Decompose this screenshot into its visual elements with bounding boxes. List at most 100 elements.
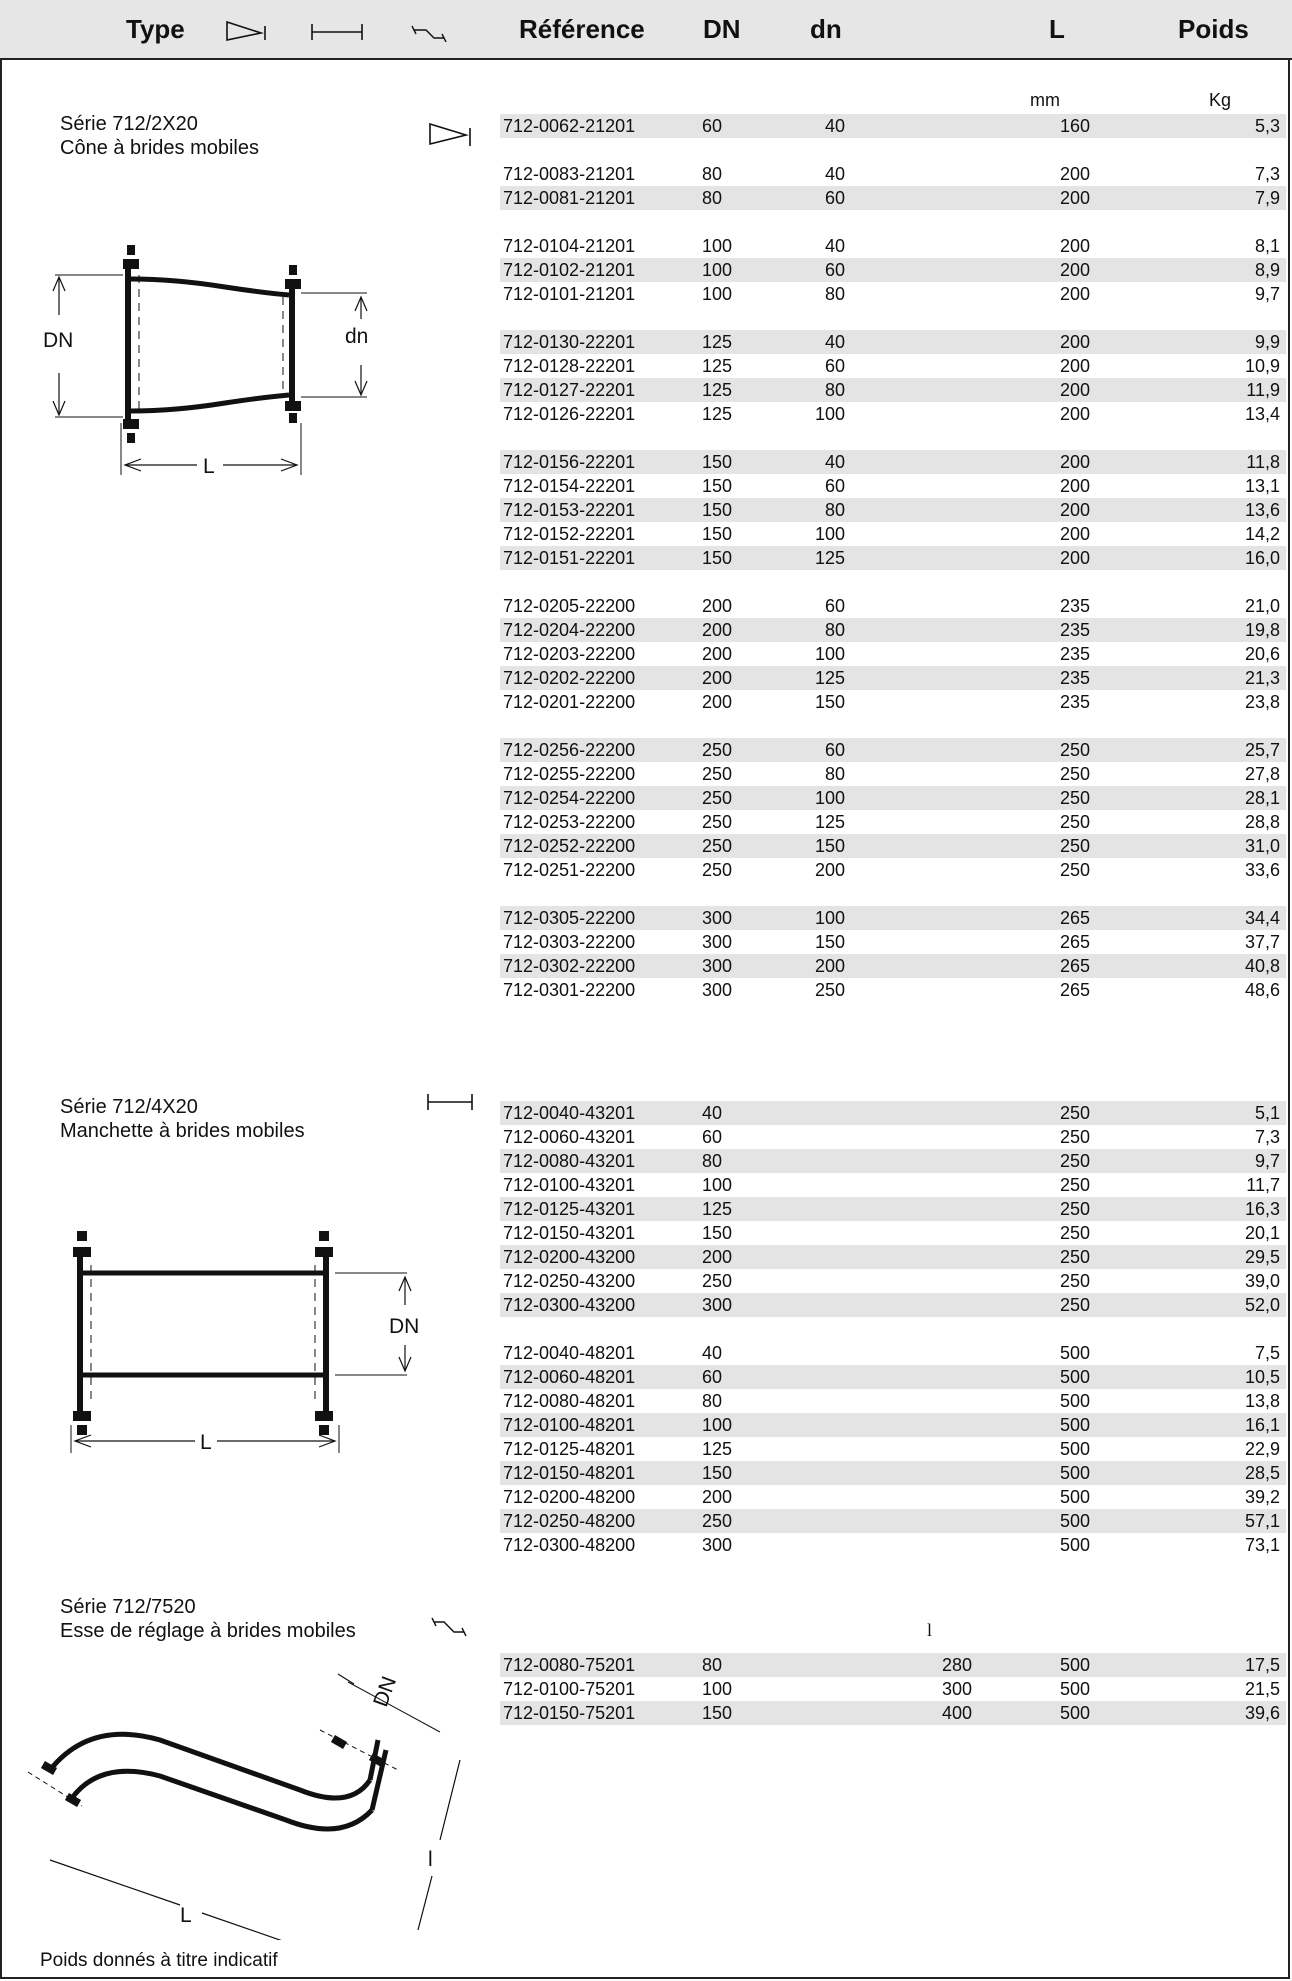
cell-dn2: 40 [805,234,845,258]
cell-ref: 712-0125-43201 [503,1197,635,1221]
cell-L: 200 [1036,498,1090,522]
cell-L: 250 [1036,762,1090,786]
cell-w: 11,7 [1246,1173,1280,1197]
cell-L: 200 [1036,474,1090,498]
cell-L: 250 [1036,1221,1090,1245]
table-row: 712-0203-22200 200 100 235 20,6 [500,642,1286,666]
cell-dn2: 100 [805,402,845,426]
series-2-description: Manchette à brides mobiles [60,1119,305,1143]
table-row: 712-0256-22200 250 60 250 25,7 [500,738,1286,762]
cell-dn2: 40 [805,114,845,138]
cell-w: 20,6 [1245,642,1280,666]
cell-w: 22,9 [1245,1437,1280,1461]
series-3-title: Série 712/7520 Esse de réglage à brides … [60,1595,356,1643]
table-row: 712-0125-48201 125 500 22,9 [500,1437,1286,1461]
table-row: 712-0130-22201 125 40 200 9,9 [500,330,1286,354]
cell-dn2: 250 [805,978,845,1002]
cell-ref: 712-0083-21201 [503,162,635,186]
cell-dn: 100 [702,1173,732,1197]
table-row: 712-0156-22201 150 40 200 11,8 [500,450,1286,474]
cell-dn: 125 [702,354,732,378]
cone-icon [225,18,267,42]
cell-dn: 60 [702,114,722,138]
series-2-name: Série 712/4X20 [60,1095,305,1119]
cell-dn2: 80 [805,282,845,306]
table-row: 712-0253-22200 250 125 250 28,8 [500,810,1286,834]
cell-ref: 712-0126-22201 [503,402,635,426]
cell-w: 27,8 [1245,762,1280,786]
cell-ref: 712-0127-22201 [503,378,635,402]
cell-ref: 712-0302-22200 [503,954,635,978]
cell-ref: 712-0062-21201 [503,114,635,138]
cell-dn2: 125 [805,666,845,690]
cell-dn: 200 [702,1245,732,1269]
table-row: 712-0104-21201 100 40 200 8,1 [500,234,1286,258]
cell-w: 16,0 [1245,546,1280,570]
cell-ref: 712-0152-22201 [503,522,635,546]
cell-w: 52,0 [1245,1293,1280,1317]
cell-ref: 712-0101-21201 [503,282,635,306]
cell-ref: 712-0080-43201 [503,1149,635,1173]
cell-dn: 150 [702,546,732,570]
cell-dn: 150 [702,1701,732,1725]
cell-w: 9,7 [1255,282,1280,306]
table-row: 712-0154-22201 150 60 200 13,1 [500,474,1286,498]
cell-dn: 250 [702,738,732,762]
cell-dn2: 200 [805,858,845,882]
cell-dn: 100 [702,1413,732,1437]
cell-w: 13,4 [1245,402,1280,426]
cell-w: 7,3 [1255,1125,1280,1149]
cell-L: 500 [1036,1653,1090,1677]
table-row: 712-0151-22201 150 125 200 16,0 [500,546,1286,570]
cell-w: 73,1 [1245,1533,1280,1557]
cell-w: 57,1 [1245,1509,1280,1533]
table-row: 712-0205-22200 200 60 235 21,0 [500,594,1286,618]
table-row: 712-0150-43201 150 250 20,1 [500,1221,1286,1245]
cell-w: 23,8 [1245,690,1280,714]
table-row: 712-0127-22201 125 80 200 11,9 [500,378,1286,402]
cell-L: 250 [1036,1293,1090,1317]
cell-ref: 712-0150-75201 [503,1701,635,1725]
cell-L: 500 [1036,1389,1090,1413]
cell-L: 200 [1036,234,1090,258]
cell-dn: 150 [702,450,732,474]
cell-dn: 250 [702,858,732,882]
cell-ref: 712-0081-21201 [503,186,635,210]
sleeve-icon [426,1090,476,1114]
cell-L: 500 [1036,1701,1090,1725]
cell-dn2: 60 [805,738,845,762]
cell-dn: 150 [702,1221,732,1245]
type-column-header: Type [126,14,185,45]
cell-dn2: 100 [805,906,845,930]
cell-w: 9,7 [1255,1149,1280,1173]
cell-dn: 300 [702,930,732,954]
cell-L: 235 [1036,594,1090,618]
cell-L: 250 [1036,786,1090,810]
cell-dn2: 150 [805,930,845,954]
table-row: 712-0100-43201 100 250 11,7 [500,1173,1286,1197]
table-row: 712-0101-21201 100 80 200 9,7 [500,282,1286,306]
cell-L: 250 [1036,738,1090,762]
cell-dn: 200 [702,666,732,690]
cell-w: 39,6 [1245,1701,1280,1725]
cell-ref: 712-0204-22200 [503,618,635,642]
cell-ref: 712-0100-75201 [503,1677,635,1701]
cell-w: 9,9 [1255,330,1280,354]
cell-w: 13,6 [1245,498,1280,522]
dn-small-dimension-label: dn [345,325,368,348]
table-row: 712-0060-48201 60 500 10,5 [500,1365,1286,1389]
cell-L: 200 [1036,450,1090,474]
table-row: 712-0040-48201 40 500 7,5 [500,1341,1286,1365]
cell-dn: 80 [702,162,722,186]
cell-ref: 712-0080-48201 [503,1389,635,1413]
cell-L: 250 [1036,834,1090,858]
cell-dn: 60 [702,1125,722,1149]
cell-ref: 712-0125-48201 [503,1437,635,1461]
dn-dimension-label: DN [389,1315,419,1338]
cell-dn: 250 [702,810,732,834]
table-row: 712-0080-43201 80 250 9,7 [500,1149,1286,1173]
cell-L: 265 [1036,978,1090,1002]
cell-L: 500 [1036,1509,1090,1533]
cell-ref: 712-0201-22200 [503,690,635,714]
table-row: 712-0200-43200 200 250 29,5 [500,1245,1286,1269]
